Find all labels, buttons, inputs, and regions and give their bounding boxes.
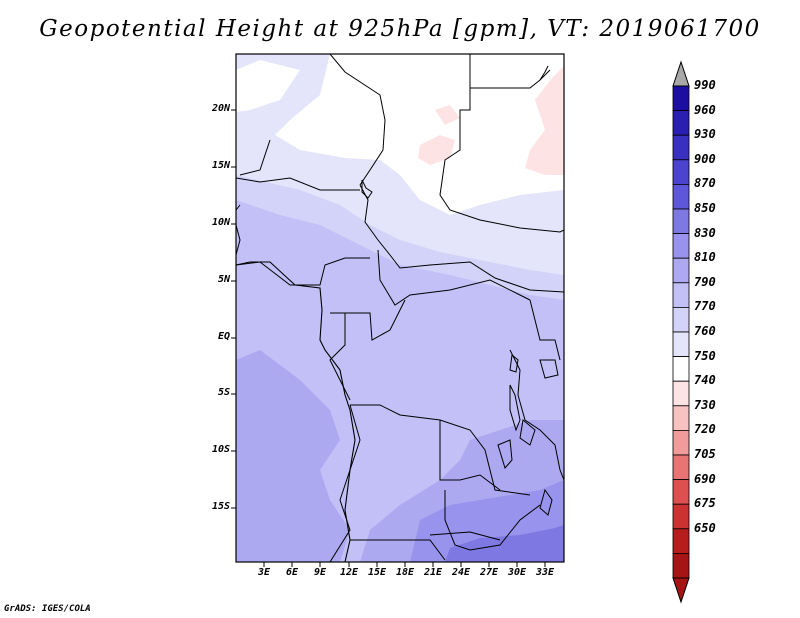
longitude-label: 33E [535,567,555,578]
latitude-label: EQ [217,331,230,342]
latitude-label: 5S [217,387,230,398]
longitude-label: 9E [313,567,327,578]
longitude-label: 3E [257,567,271,578]
colorbar-label: 960 [694,102,716,117]
colorbar-swatch [672,331,690,358]
colorbar-label: 990 [694,78,716,92]
colorbar-label: 850 [694,201,716,215]
colorbar-label: 760 [694,324,716,338]
colorbar-swatch [672,405,690,431]
colorbar-swatch [672,479,690,505]
colorbar-label: 730 [694,397,716,412]
longitude-label: 6E [285,567,299,578]
colorbar-label: 830 [694,225,716,240]
colorbar-swatch [672,454,690,481]
colorbar-label: 750 [694,348,716,363]
colorbar-swatch [672,208,690,235]
colorbar-over-triangle [672,60,690,87]
colorbar-label: 675 [694,496,716,511]
latitude-label: 20N [211,103,230,114]
colorbar-label: 770 [694,299,716,314]
map-title: Geopotential Height at 925hPa [gpm], VT:… [39,16,761,42]
colorbar-label: 650 [694,520,716,535]
latitude-label: 5N [217,274,230,285]
colorbar-swatch [672,528,690,554]
coastline [235,261,356,563]
colorbar-swatch [672,282,690,308]
colorbar-swatch [672,380,690,407]
colorbar-swatch [672,553,690,579]
colorbar-swatch [672,257,690,284]
colorbar-swatch [672,306,690,333]
credit-footer: GrADS: IGES/COLA [4,604,91,614]
colorbar-label: 705 [694,447,716,461]
colorbar-label: 870 [694,176,716,191]
field-pink-center [418,135,455,165]
field-band-830-west [236,350,350,562]
colorbar-label: 740 [694,373,716,388]
colorbar-swatch [672,85,690,112]
longitude-label: 18E [395,567,415,578]
latitude-label: 10N [211,217,230,228]
colorbar-swatch [672,429,690,456]
field-band-870 [445,525,564,562]
colorbar-label: 690 [694,471,716,486]
colorbar-label: 900 [694,151,716,166]
longitude-label: 21E [423,567,443,578]
coastline-west [235,204,241,256]
lakes [361,65,559,516]
colorbar-swatch [672,159,690,185]
field-white-nw [236,60,300,112]
colorbar-label: 930 [694,127,716,142]
colorbar-swatch [672,183,690,210]
latitude-label: 15S [211,501,230,512]
longitude-label: 24E [451,567,471,578]
colorbar-swatch [672,110,690,136]
colorbar-label: 720 [694,422,716,437]
axis-ticks [231,109,546,567]
longitude-label: 27E [479,567,499,578]
colorbar-swatch [672,356,690,382]
colorbar-swatch [672,233,690,259]
colorbar-label: 810 [694,250,716,265]
longitude-label: 12E [339,567,359,578]
colorbar-swatch [672,134,690,161]
field-pink-east [525,66,564,175]
longitude-label: 15E [367,567,387,578]
country-borders [236,54,564,562]
latitude-label: 15N [211,160,230,171]
colorbar-under-triangle [672,577,690,604]
field-pink-west [435,105,460,125]
map-frame [235,53,565,563]
field-white-region [236,54,564,215]
colorbar-swatch [672,503,690,530]
longitude-label: 30E [507,567,527,578]
latitude-label: 10S [211,444,230,455]
colorbar-label: 790 [694,274,716,289]
